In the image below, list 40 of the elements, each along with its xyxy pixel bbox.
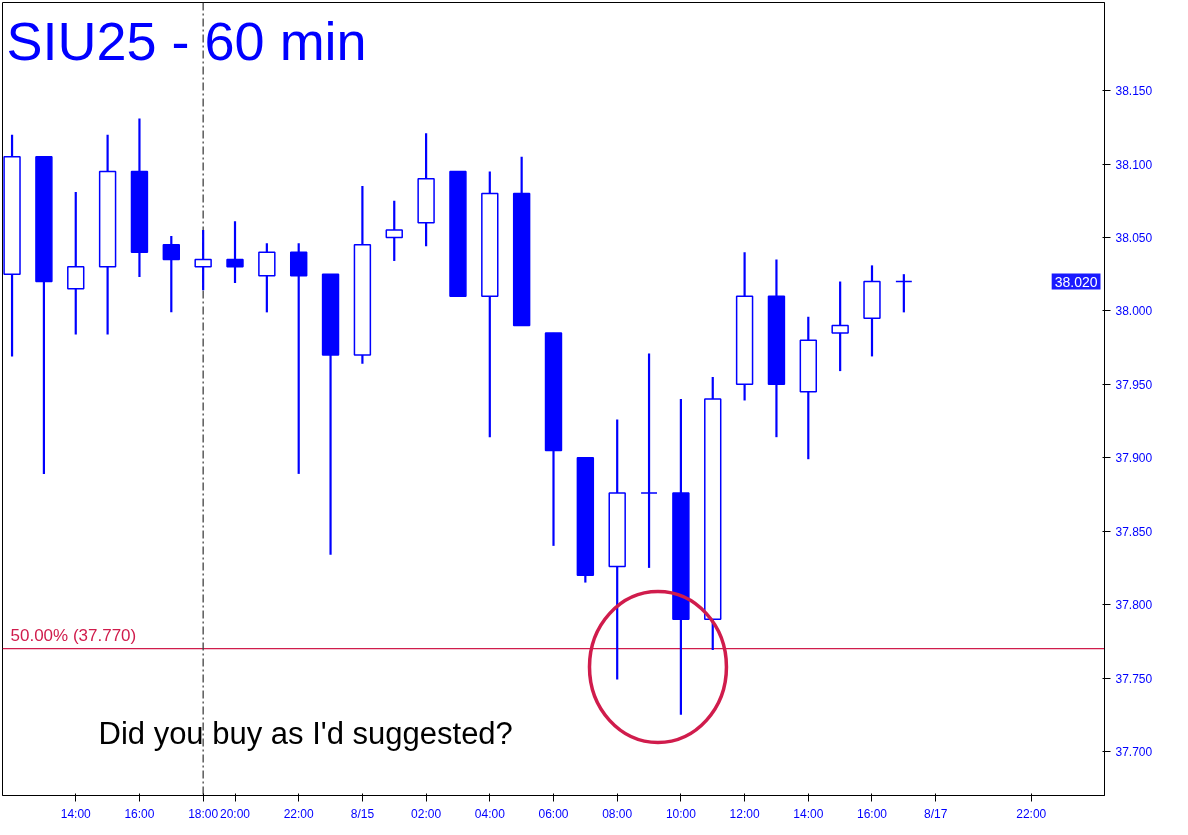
x-tick-label: 16:00 xyxy=(124,806,155,821)
y-tick-label: 38.050 xyxy=(1115,230,1153,245)
candlestick xyxy=(67,190,85,336)
x-tick-label: 8/15 xyxy=(350,806,375,821)
x-tick-label: 18:00 xyxy=(188,806,219,821)
y-tick-label: 38.150 xyxy=(1115,84,1153,99)
candlestick xyxy=(258,242,276,314)
candlestick xyxy=(162,234,181,314)
annotation: 38.020 xyxy=(1054,273,1098,290)
candlestick xyxy=(194,229,212,292)
chart-title: SIU25 - 60 min xyxy=(6,10,367,71)
x-tick-label: 14:00 xyxy=(60,806,92,821)
candlestick xyxy=(289,242,308,475)
x-tick-label: 8/17 xyxy=(924,806,948,821)
y-tick-label: 38.100 xyxy=(1115,157,1153,172)
candlestick xyxy=(385,199,403,263)
y-tick-label: 37.750 xyxy=(1115,671,1153,686)
x-tick-label: 10:00 xyxy=(665,806,697,821)
y-tick-label: 38.000 xyxy=(1115,304,1153,319)
x-tick-label: 16:00 xyxy=(856,806,888,821)
y-tick-label: 37.950 xyxy=(1115,377,1153,392)
x-tick-label: 22:00 xyxy=(283,806,315,821)
x-tick-label: 22:00 xyxy=(1016,806,1047,821)
x-tick-label: 20:00 xyxy=(219,806,251,821)
y-tick-label: 37.900 xyxy=(1115,451,1153,466)
candlestick xyxy=(640,352,658,569)
y-tick-label: 37.800 xyxy=(1115,598,1153,613)
x-tick-label: 08:00 xyxy=(602,806,633,821)
ref-line-label: 50.00% (37.770) xyxy=(10,625,137,645)
x-tick-label: 12:00 xyxy=(729,806,760,821)
candlestick xyxy=(831,280,849,373)
candlestick xyxy=(226,220,244,285)
x-tick-label: 14:00 xyxy=(793,806,824,821)
x-tick-label: 06:00 xyxy=(538,806,569,821)
candlestick xyxy=(895,273,913,314)
y-tick-label: 37.850 xyxy=(1115,524,1153,539)
x-tick-label: 04:00 xyxy=(474,806,506,821)
y-tick-label: 37.700 xyxy=(1115,744,1153,759)
x-tick-label: 02:00 xyxy=(411,806,442,821)
annotation: Did you buy as I'd suggested? xyxy=(98,715,513,751)
